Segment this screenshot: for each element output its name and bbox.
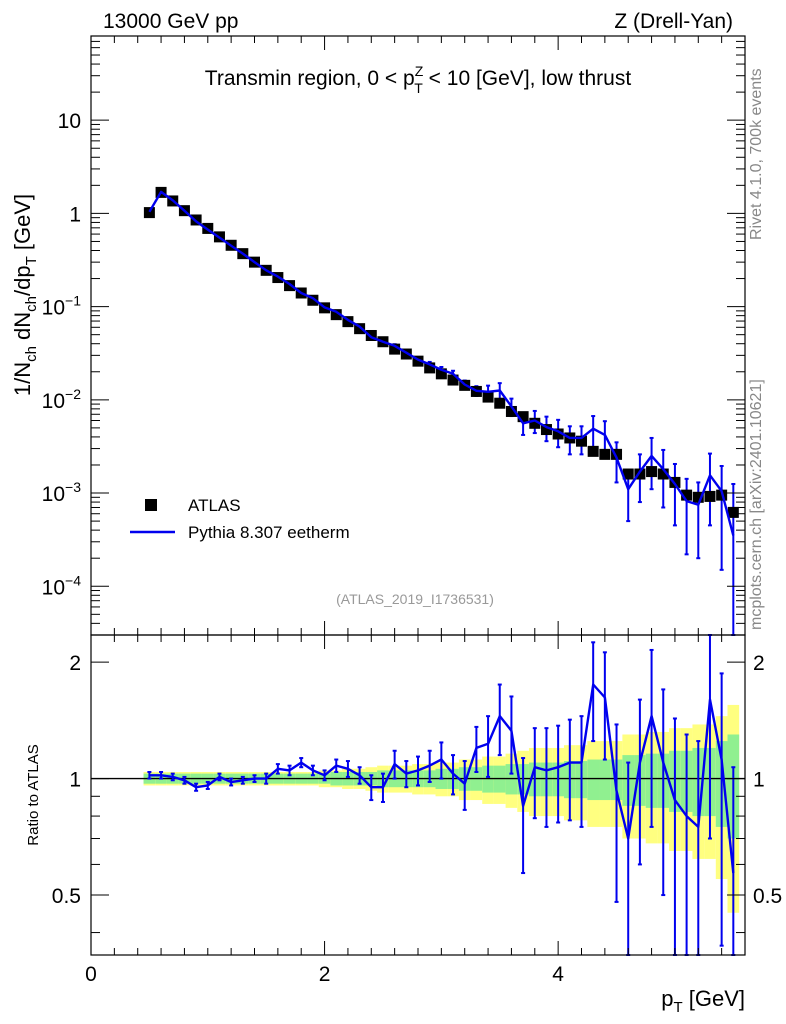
atlas-point xyxy=(307,294,319,306)
legend-pythia-label: Pythia 8.307 eetherm xyxy=(188,523,350,542)
ratio-line xyxy=(149,683,735,874)
ratio-y-tick-label: 0.5 xyxy=(52,885,81,908)
atlas-point xyxy=(505,405,517,417)
main-ylabel: 1/Nch dNch/dpT [GeV] xyxy=(10,194,40,396)
ratio-panel: 0.5 0.5 1 1 2 2 0 2 4 Ratio to ATLAS xyxy=(25,634,782,986)
main-y-tick-label: 10−1 xyxy=(42,293,82,320)
main-y-tick-label: 10 xyxy=(58,110,81,133)
atlas-point xyxy=(611,448,623,460)
atlas-point xyxy=(435,368,447,380)
atlas-point xyxy=(646,466,658,478)
atlas-point xyxy=(599,448,611,460)
legend-atlas-label: ATLAS xyxy=(188,496,241,515)
atlas-point xyxy=(692,491,704,503)
main-y-tick-label: 10−3 xyxy=(42,479,82,506)
pythia-line xyxy=(148,190,735,536)
atlas-point xyxy=(412,355,424,367)
x-axis-label: pT [GeV] xyxy=(661,986,745,1016)
atlas-point xyxy=(552,428,564,440)
main-panel: 10−4 10−3 10−2 10−1 1 10 Transmin region, 0 <… xyxy=(10,35,746,636)
main-frame xyxy=(90,35,746,636)
atlas-point xyxy=(587,445,599,457)
rivet-label: Rivet 4.1.0, 700k events xyxy=(748,68,765,240)
atlas-point xyxy=(365,329,377,341)
header-left: 13000 GeV pp xyxy=(103,10,238,33)
atlas-point xyxy=(424,362,436,374)
ratio-y-tick-label: 2 xyxy=(69,652,81,675)
ratio-band-stat xyxy=(587,759,600,801)
x-tick-label: 0 xyxy=(85,963,97,986)
atlas-point xyxy=(657,468,669,480)
ratio-y-tick-label: 1 xyxy=(69,769,81,792)
atlas-point xyxy=(622,468,634,480)
ratio-ylabel: Ratio to ATLAS xyxy=(25,744,42,845)
atlas-point xyxy=(447,374,459,386)
main-y-tick-label: 10−2 xyxy=(42,386,82,413)
atlas-point xyxy=(284,280,296,292)
x-tick-label: 4 xyxy=(552,963,564,986)
atlas-point xyxy=(517,411,529,423)
atlas-point xyxy=(540,424,552,436)
atlas-point xyxy=(704,490,716,502)
atlas-point xyxy=(330,309,342,321)
atlas-point xyxy=(727,506,739,518)
main-y-tick-label: 1 xyxy=(69,203,81,226)
ratio-y-tick-label-right: 2 xyxy=(753,652,765,675)
main-y-tick-label: 10−4 xyxy=(42,572,82,599)
main-title: Transmin region, 0 < pZ T < 10 [GeV], low… xyxy=(205,63,632,96)
ratio-y-tick-label-right: 0.5 xyxy=(753,885,782,908)
ratio-y-tick-label-right: 1 xyxy=(753,769,765,792)
atlas-point xyxy=(354,323,366,335)
ratio-band-stat xyxy=(599,759,611,801)
atlas-point xyxy=(529,417,541,429)
atlas-point xyxy=(576,435,587,447)
header-right: Z (Drell-Yan) xyxy=(614,10,733,33)
atlas-point xyxy=(389,343,401,355)
x-tick-label: 2 xyxy=(319,963,331,986)
atlas-point xyxy=(634,468,646,480)
mcplots-label: mcplots.cern.ch [arXiv:2401.10621] xyxy=(748,379,765,630)
atlas-point xyxy=(494,397,506,409)
atlas-point xyxy=(342,316,354,328)
legend: ATLAS Pythia 8.307 eetherm xyxy=(130,496,350,542)
legend-atlas-marker xyxy=(145,499,157,511)
atlas-point xyxy=(143,207,155,219)
atlas-point xyxy=(482,391,494,403)
analysis-label: (ATLAS_2019_I1736531) xyxy=(336,591,494,607)
atlas-point xyxy=(681,489,693,501)
